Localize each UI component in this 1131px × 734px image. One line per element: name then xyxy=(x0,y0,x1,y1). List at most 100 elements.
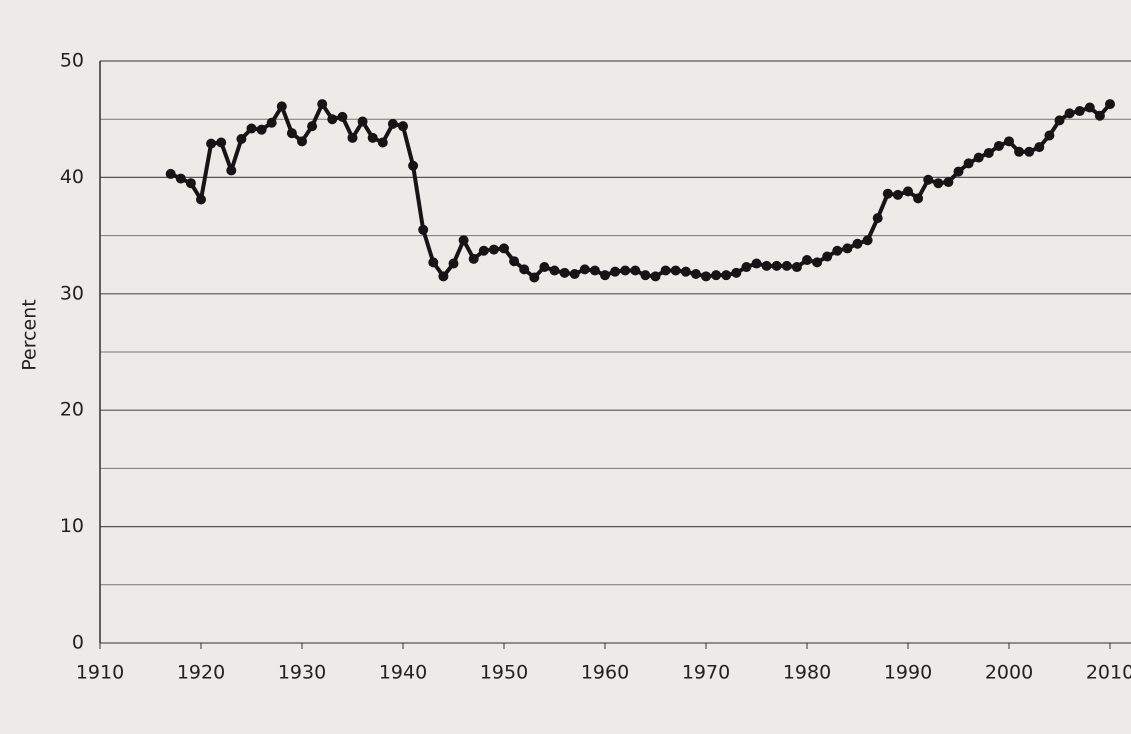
data-point xyxy=(781,260,792,271)
x-tick-label: 1950 xyxy=(480,662,528,684)
data-point xyxy=(1074,106,1085,117)
data-point xyxy=(862,235,873,246)
y-tick-label: 10 xyxy=(60,515,84,537)
data-point xyxy=(266,117,277,128)
y-tick-label: 20 xyxy=(60,399,84,421)
data-point xyxy=(317,99,328,110)
data-point xyxy=(1094,110,1105,121)
data-point xyxy=(216,137,227,148)
data-point xyxy=(751,258,762,269)
data-point xyxy=(1024,146,1035,157)
data-point xyxy=(236,133,247,144)
data-point xyxy=(387,118,398,129)
data-point xyxy=(620,265,631,276)
data-point xyxy=(196,194,206,205)
data-point xyxy=(398,121,408,132)
data-point xyxy=(680,266,691,277)
data-point xyxy=(1004,136,1014,147)
data-point xyxy=(771,260,782,271)
data-point xyxy=(953,166,964,177)
data-point xyxy=(579,264,590,275)
data-point xyxy=(933,178,944,189)
data-point xyxy=(690,269,701,280)
x-tick-label: 1990 xyxy=(884,662,932,684)
y-tick-label: 40 xyxy=(60,166,84,188)
x-tick-label: 1910 xyxy=(76,662,124,684)
data-point xyxy=(307,121,318,132)
data-point xyxy=(600,270,610,281)
data-point xyxy=(539,262,550,273)
y-axis-label: Percent xyxy=(19,299,41,371)
data-point xyxy=(1084,102,1095,113)
x-tick-label: 1920 xyxy=(177,662,225,684)
data-point xyxy=(569,269,580,280)
data-point xyxy=(246,123,257,134)
data-point xyxy=(226,165,237,176)
data-point xyxy=(468,253,479,264)
data-point xyxy=(822,251,833,262)
data-point xyxy=(297,136,307,147)
data-point xyxy=(327,114,338,125)
data-point xyxy=(357,116,368,127)
data-point xyxy=(892,189,903,200)
x-tick-label: 2000 xyxy=(985,662,1033,684)
data-point xyxy=(963,158,974,169)
data-point xyxy=(165,168,176,179)
data-point xyxy=(286,128,297,139)
data-point xyxy=(1064,108,1075,119)
data-point xyxy=(438,271,449,282)
data-point xyxy=(488,244,499,255)
data-line xyxy=(169,102,1112,280)
data-point xyxy=(903,186,913,197)
data-point xyxy=(1105,99,1115,110)
data-point xyxy=(711,270,722,281)
data-point xyxy=(610,266,621,277)
data-point xyxy=(832,245,843,256)
data-point xyxy=(812,257,823,268)
x-tick-label: 1960 xyxy=(581,662,629,684)
data-point xyxy=(923,174,934,185)
data-point xyxy=(549,265,560,276)
data-point xyxy=(589,265,600,276)
y-tick-label: 30 xyxy=(60,282,84,304)
data-point xyxy=(509,256,520,267)
data-point xyxy=(256,124,267,135)
data-point xyxy=(731,267,742,278)
x-tick-label: 1980 xyxy=(783,662,831,684)
data-point xyxy=(529,272,540,283)
data-point xyxy=(650,271,661,282)
data-point xyxy=(660,265,671,276)
data-point xyxy=(882,188,893,199)
data-point xyxy=(1034,142,1045,153)
data-point xyxy=(701,271,711,282)
data-point xyxy=(559,267,570,278)
data-point xyxy=(458,235,469,246)
data-point xyxy=(276,101,287,112)
data-point xyxy=(670,265,681,276)
data-point xyxy=(337,111,348,122)
data-point xyxy=(377,137,388,148)
x-tick-label: 1970 xyxy=(682,662,730,684)
data-point xyxy=(640,270,651,281)
data-point xyxy=(630,265,641,276)
x-tick-label: 1930 xyxy=(278,662,326,684)
data-point xyxy=(721,270,732,281)
data-point xyxy=(943,177,954,188)
data-point xyxy=(185,178,196,189)
y-tick-label: 0 xyxy=(72,632,84,654)
data-point xyxy=(448,258,459,269)
x-tick-label: 2010 xyxy=(1086,662,1131,684)
data-point xyxy=(1054,115,1065,126)
data-point xyxy=(1044,130,1055,141)
x-tick-label: 1940 xyxy=(379,662,427,684)
data-point xyxy=(478,245,489,256)
data-point xyxy=(761,260,772,271)
data-point xyxy=(175,173,186,184)
data-point xyxy=(499,243,509,254)
data-point xyxy=(802,255,812,266)
data-point xyxy=(408,160,419,171)
data-point xyxy=(872,213,883,224)
data-point xyxy=(428,257,439,268)
data-point xyxy=(367,132,378,143)
